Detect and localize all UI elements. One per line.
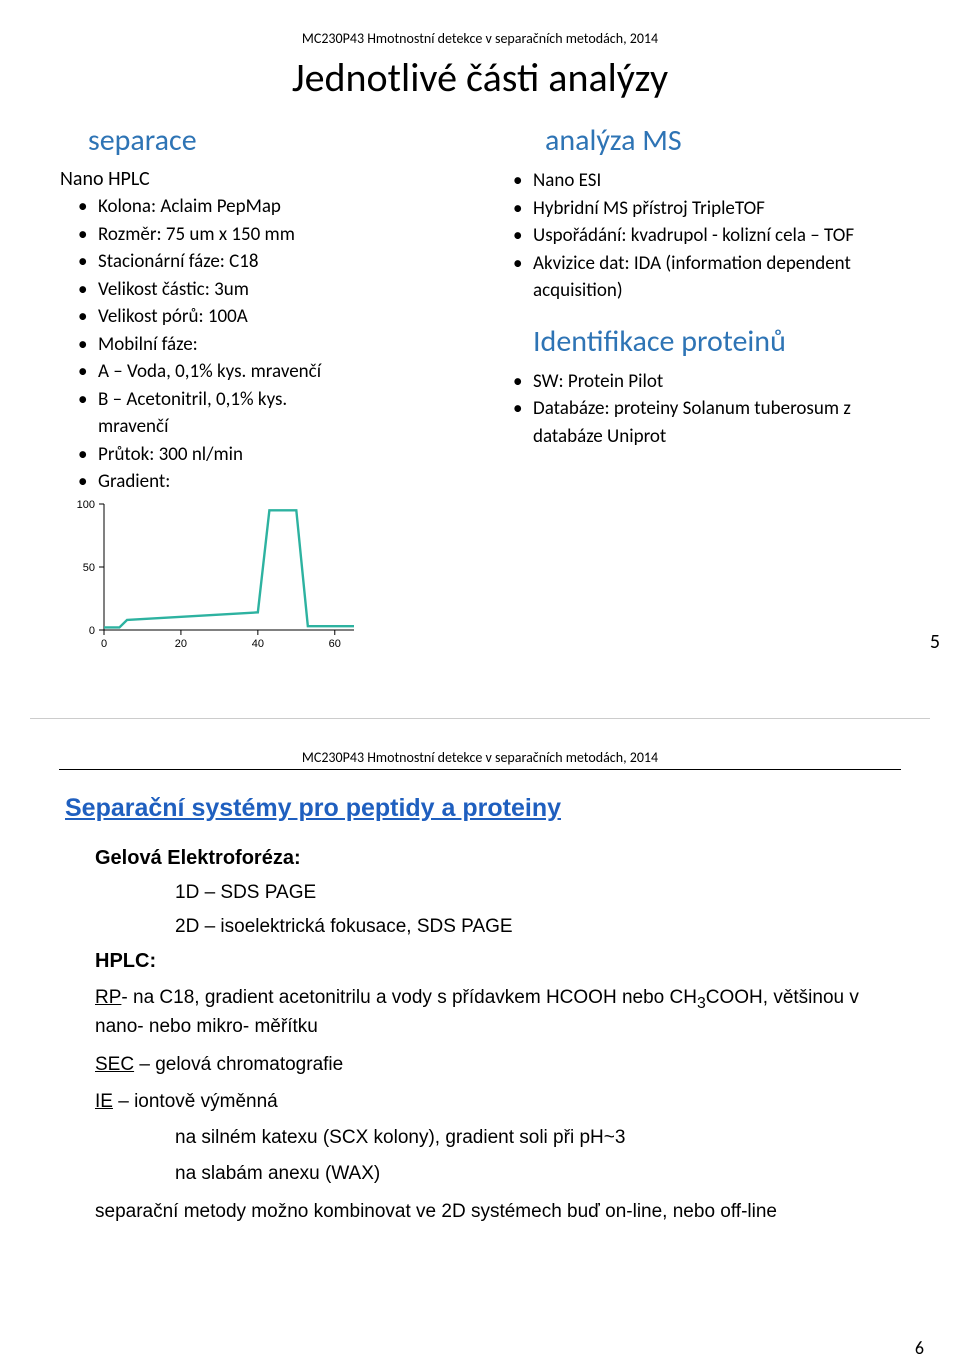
- separace-heading: separace: [88, 122, 465, 159]
- ie-prefix: IE: [95, 1091, 113, 1112]
- rp-sub: 3: [697, 995, 706, 1012]
- svg-text:60: 60: [329, 638, 341, 648]
- page-number: 5: [930, 630, 940, 654]
- list-item: A – Voda, 0,1% kys. mravenčí: [98, 358, 465, 386]
- list-item: Uspořádání: kvadrupol - kolizní cela – T…: [533, 222, 900, 250]
- two-column-layout: separace Nano HPLC Kolona: Aclaim PepMap…: [60, 122, 900, 648]
- nano-hplc-label: Nano HPLC: [60, 167, 465, 191]
- rp-text-1: - na C18, gradient acetonitrilu a vody s…: [121, 987, 697, 1008]
- list-item: Stacionární fáze: C18: [98, 248, 465, 276]
- identifikace-heading: Identifikace proteinů: [533, 323, 900, 360]
- analyza-ms-heading: analýza MS: [545, 122, 900, 159]
- right-column: analýza MS Nano ESIHybridní MS přístroj …: [495, 122, 900, 648]
- gel-item-1: 1D – SDS PAGE: [175, 882, 905, 904]
- svg-text:50: 50: [83, 562, 95, 574]
- hplc-sec-line: SEC – gelová chromatografie: [95, 1052, 905, 1078]
- slide-1: MC230P43 Hmotnostní detekce v separačníc…: [0, 30, 960, 698]
- list-item: Kolona: Aclaim PepMap: [98, 193, 465, 221]
- course-header-2: MC230P43 Hmotnostní detekce v separačníc…: [59, 749, 901, 770]
- hplc-heading: HPLC:: [95, 950, 905, 973]
- hplc-ie-line: IE – iontově výměnná: [95, 1089, 905, 1115]
- list-item: Velikost pórů: 100A: [98, 303, 465, 331]
- page-number-2: 6: [915, 1337, 924, 1359]
- svg-text:40: 40: [252, 638, 264, 648]
- slide2-body: Gelová Elektroforéza: 1D – SDS PAGE 2D –…: [95, 847, 905, 1225]
- list-item: SW: Protein Pilot: [533, 368, 900, 396]
- course-header: MC230P43 Hmotnostní detekce v separačníc…: [60, 30, 900, 47]
- list-item: B – Acetonitril, 0,1% kys.: [98, 386, 465, 414]
- ie-sub-1: na silném katexu (SCX kolony), gradient …: [175, 1127, 905, 1149]
- list-item: Průtok: 300 nl/min: [98, 441, 465, 469]
- gel-heading: Gelová Elektroforéza:: [95, 847, 905, 870]
- svg-text:0: 0: [89, 625, 95, 637]
- list-item: Databáze: proteiny Solanum tuberosum z d…: [533, 395, 900, 450]
- list-item: Velikost částic: 3um: [98, 276, 465, 304]
- rp-prefix: RP: [95, 987, 121, 1008]
- left-column: separace Nano HPLC Kolona: Aclaim PepMap…: [60, 122, 465, 648]
- svg-text:20: 20: [175, 638, 187, 648]
- gel-item-2: 2D – isoelektrická fokusace, SDS PAGE: [175, 916, 905, 938]
- analyza-ms-bullets: Nano ESIHybridní MS přístroj TripleTOFUs…: [495, 167, 900, 305]
- identifikace-bullets: SW: Protein PilotDatabáze: proteiny Sola…: [495, 368, 900, 451]
- list-item: Gradient:: [98, 468, 465, 496]
- list-item-continuation: mravenčí: [98, 413, 465, 441]
- svg-text:0: 0: [101, 638, 107, 648]
- gradient-chart-svg: 0 50 100 0 20 40 60: [70, 498, 360, 648]
- gradient-chart: 0 50 100 0 20 40 60: [70, 498, 465, 648]
- hplc-last-line: separační metody možno kombinovat ve 2D …: [95, 1199, 905, 1225]
- ie-sub-2: na slabám anexu (WAX): [175, 1163, 905, 1185]
- slide-2: MC230P43 Hmotnostní detekce v separačníc…: [0, 719, 960, 1359]
- slide2-title: Separační systémy pro peptidy a proteiny: [65, 794, 905, 823]
- svg-text:100: 100: [77, 499, 95, 511]
- list-item: Hybridní MS přístroj TripleTOF: [533, 195, 900, 223]
- ie-rest: – iontově výměnná: [113, 1091, 278, 1112]
- list-item: Nano ESI: [533, 167, 900, 195]
- list-item: Mobilní fáze:: [98, 331, 465, 359]
- list-item: Akvizice dat: IDA (information dependent…: [533, 250, 900, 305]
- slide-title: Jednotlivé části analýzy: [60, 53, 900, 102]
- sec-prefix: SEC: [95, 1054, 134, 1075]
- list-item: Rozměr: 75 um x 150 mm: [98, 221, 465, 249]
- separace-bullets: Kolona: Aclaim PepMapRozměr: 75 um x 150…: [60, 193, 465, 496]
- hplc-rp-line: RP- na C18, gradient acetonitrilu a vody…: [95, 985, 905, 1040]
- sec-rest: – gelová chromatografie: [134, 1054, 343, 1075]
